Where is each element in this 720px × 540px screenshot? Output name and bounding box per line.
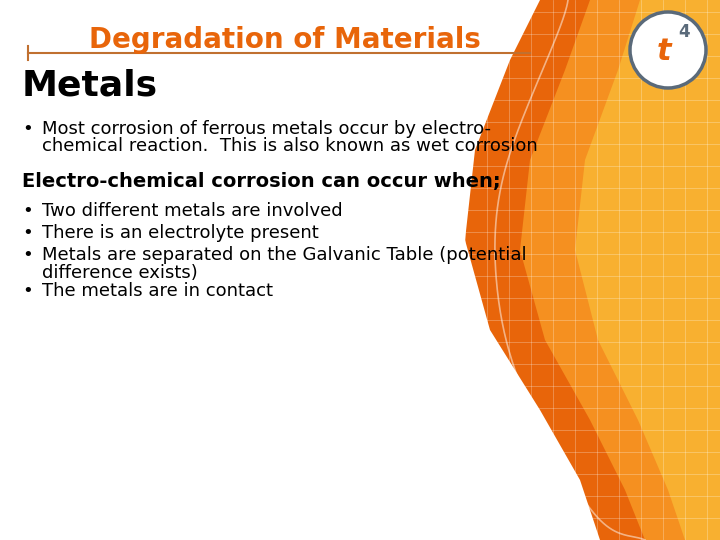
Text: Degradation of Materials: Degradation of Materials [89,26,481,54]
Text: •: • [22,282,33,300]
Text: Two different metals are involved: Two different metals are involved [42,202,343,220]
Text: •: • [22,224,33,242]
Text: •: • [22,120,33,138]
Text: t: t [657,37,671,66]
Text: chemical reaction.  This is also known as wet corrosion: chemical reaction. This is also known as… [42,137,538,155]
Text: Most corrosion of ferrous metals occur by electro-: Most corrosion of ferrous metals occur b… [42,120,491,138]
Text: Metals are separated on the Galvanic Table (potential: Metals are separated on the Galvanic Tab… [42,246,526,264]
Text: difference exists): difference exists) [42,264,198,282]
Polygon shape [465,0,720,540]
Text: Electro-chemical corrosion can occur when;: Electro-chemical corrosion can occur whe… [22,172,500,191]
Text: 4: 4 [678,23,690,41]
Text: There is an electrolyte present: There is an electrolyte present [42,224,319,242]
Text: Metals: Metals [22,68,158,102]
Polygon shape [520,0,720,540]
Text: •: • [22,246,33,264]
Text: •: • [22,202,33,220]
Polygon shape [575,0,720,540]
Text: The metals are in contact: The metals are in contact [42,282,273,300]
Circle shape [630,12,706,88]
